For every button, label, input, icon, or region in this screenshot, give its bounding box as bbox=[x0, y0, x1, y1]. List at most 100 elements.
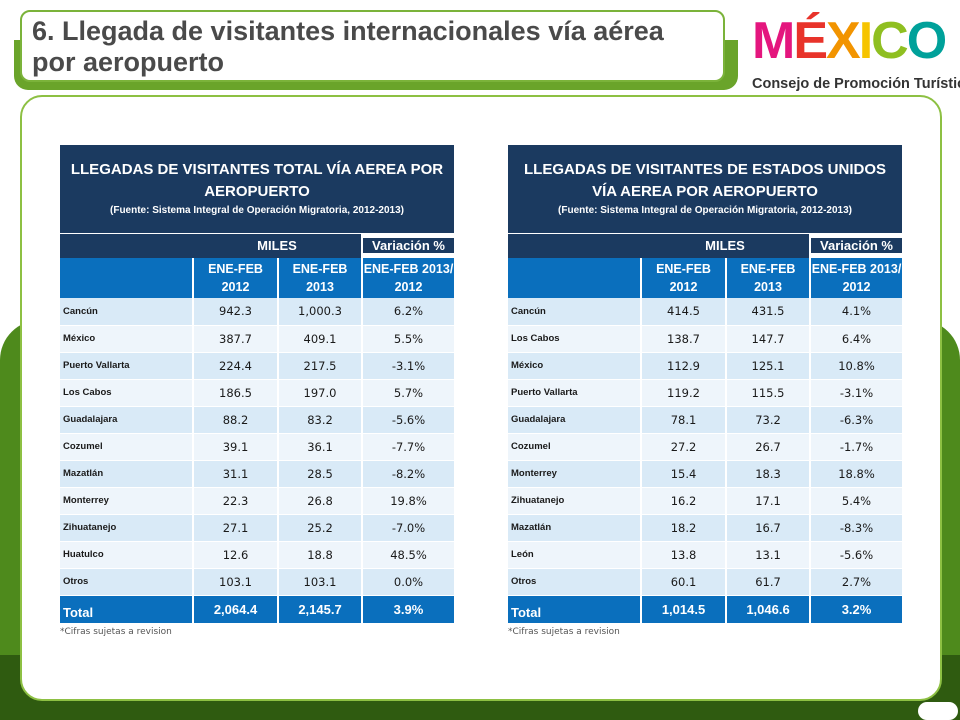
airport-name: Cozumel bbox=[60, 433, 193, 461]
airport-name: Monterrey bbox=[508, 460, 641, 488]
table-header: LLEGADAS DE VISITANTES DE ESTADOS UNIDOS… bbox=[508, 145, 903, 233]
value-2012: 414.5 bbox=[640, 298, 726, 326]
table-total: LLEGADAS DE VISITANTES TOTAL VÍA AEREA P… bbox=[60, 145, 454, 623]
header-blank bbox=[508, 232, 641, 258]
header-blank bbox=[508, 258, 641, 298]
table-note: *Cifras sujetas a revision bbox=[508, 627, 620, 637]
logo-wordmark: MÉXICO bbox=[752, 14, 956, 70]
table-row: México 387.7 409.1 5.5% bbox=[60, 325, 454, 353]
header-col-variation: ENE-FEB 2013/ 2012 bbox=[361, 258, 454, 298]
table-row: Cancún 942.3 1,000.3 6.2% bbox=[60, 298, 454, 326]
table-header: LLEGADAS DE VISITANTES TOTAL VÍA AEREA P… bbox=[60, 145, 454, 233]
value-2013: 18.8 bbox=[277, 541, 362, 569]
variation-value: 2.7% bbox=[808, 568, 903, 596]
table-row: Guadalajara 78.1 73.2 -6.3% bbox=[508, 406, 903, 434]
airport-name: Guadalajara bbox=[508, 406, 641, 434]
value-2013: 125.1 bbox=[725, 352, 810, 380]
header-miles: MILES bbox=[193, 232, 362, 258]
variation-value: 4.1% bbox=[808, 298, 903, 326]
value-2012: 22.3 bbox=[192, 487, 278, 515]
table-row: Puerto Vallarta 119.2 115.5 -3.1% bbox=[508, 379, 903, 407]
value-2012: 103.1 bbox=[192, 568, 278, 596]
variation-value: -6.3% bbox=[808, 406, 903, 434]
table-row: Otros 103.1 103.1 0.0% bbox=[60, 568, 454, 596]
table-row: León 13.8 13.1 -5.6% bbox=[508, 541, 903, 569]
value-2012: 387.7 bbox=[192, 325, 278, 353]
total-row: Total 2,064.4 2,145.7 3.9% bbox=[60, 595, 454, 623]
content-panel: LLEGADAS DE VISITANTES TOTAL VÍA AEREA P… bbox=[20, 95, 942, 701]
airport-name: Cancún bbox=[60, 298, 193, 326]
variation-value: -8.3% bbox=[808, 514, 903, 542]
value-2013: 197.0 bbox=[277, 379, 362, 407]
value-2013: 217.5 bbox=[277, 352, 362, 380]
total-row: Total 1,014.5 1,046.6 3.2% bbox=[508, 595, 903, 623]
table-row: Cancún 414.5 431.5 4.1% bbox=[508, 298, 903, 326]
table-row: Puerto Vallarta 224.4 217.5 -3.1% bbox=[60, 352, 454, 380]
value-2013: 61.7 bbox=[725, 568, 810, 596]
table-row: Otros 60.1 61.7 2.7% bbox=[508, 568, 903, 596]
value-2013: 26.7 bbox=[725, 433, 810, 461]
value-2012: 27.2 bbox=[640, 433, 726, 461]
value-2012: 12.6 bbox=[192, 541, 278, 569]
value-2013: 115.5 bbox=[725, 379, 810, 407]
table-row: Cozumel 27.2 26.7 -1.7% bbox=[508, 433, 903, 461]
total-2013: 2,145.7 bbox=[277, 595, 362, 623]
variation-value: 6.2% bbox=[361, 298, 454, 326]
value-2013: 28.5 bbox=[277, 460, 362, 488]
variation-value: 5.4% bbox=[808, 487, 903, 515]
table-row: México 112.9 125.1 10.8% bbox=[508, 352, 903, 380]
airport-name: Huatulco bbox=[60, 541, 193, 569]
variation-value: -1.7% bbox=[808, 433, 903, 461]
value-2013: 26.8 bbox=[277, 487, 362, 515]
table-row: Mazatlán 18.2 16.7 -8.3% bbox=[508, 514, 903, 542]
mexico-logo: MÉXICO Consejo de Promoción Turística bbox=[752, 14, 960, 94]
airport-name: Mazatlán bbox=[508, 514, 641, 542]
airport-name: Guadalajara bbox=[60, 406, 193, 434]
table-usa: LLEGADAS DE VISITANTES DE ESTADOS UNIDOS… bbox=[508, 145, 903, 623]
airport-name: Zihuatanejo bbox=[508, 487, 641, 515]
logo-letter-x: X bbox=[826, 12, 861, 70]
value-2012: 39.1 bbox=[192, 433, 278, 461]
variation-value: -7.0% bbox=[361, 514, 454, 542]
value-2012: 78.1 bbox=[640, 406, 726, 434]
value-2013: 147.7 bbox=[725, 325, 810, 353]
value-2012: 224.4 bbox=[192, 352, 278, 380]
variation-value: 18.8% bbox=[808, 460, 903, 488]
variation-value: 5.5% bbox=[361, 325, 454, 353]
header-variacion: Variación % bbox=[808, 232, 903, 258]
table-title: LLEGADAS DE VISITANTES TOTAL VÍA AEREA P… bbox=[70, 160, 444, 200]
header-col-2013: ENE-FEB 2013 bbox=[277, 258, 362, 298]
logo-letter-c: C bbox=[871, 12, 909, 70]
value-2013: 1,000.3 bbox=[277, 298, 362, 326]
total-2013: 1,046.6 bbox=[725, 595, 810, 623]
variation-value: 0.0% bbox=[361, 568, 454, 596]
header-variacion: Variación % bbox=[361, 232, 454, 258]
value-2012: 16.2 bbox=[640, 487, 726, 515]
logo-letter-i: I bbox=[858, 12, 874, 70]
header-miles: MILES bbox=[641, 232, 810, 258]
value-2013: 13.1 bbox=[725, 541, 810, 569]
airport-name: Otros bbox=[60, 568, 193, 596]
airport-name: Los Cabos bbox=[60, 379, 193, 407]
variation-value: 48.5% bbox=[361, 541, 454, 569]
variation-value: -3.1% bbox=[808, 379, 903, 407]
value-2012: 18.2 bbox=[640, 514, 726, 542]
value-2012: 112.9 bbox=[640, 352, 726, 380]
airport-name: Mazatlán bbox=[60, 460, 193, 488]
table-source: (Fuente: Sistema Integral de Operación M… bbox=[558, 204, 852, 216]
header-col-2013: ENE-FEB 2013 bbox=[725, 258, 810, 298]
airport-name: Otros bbox=[508, 568, 641, 596]
total-variation: 3.2% bbox=[808, 595, 903, 623]
table-row: Los Cabos 138.7 147.7 6.4% bbox=[508, 325, 903, 353]
airport-name: Cozumel bbox=[508, 433, 641, 461]
value-2013: 16.7 bbox=[725, 514, 810, 542]
table-row: Cozumel 39.1 36.1 -7.7% bbox=[60, 433, 454, 461]
airport-name: Monterrey bbox=[60, 487, 193, 515]
header-col-variation: ENE-FEB 2013/ 2012 bbox=[808, 258, 903, 298]
variation-value: 5.7% bbox=[361, 379, 454, 407]
corner-decoration bbox=[918, 702, 958, 720]
value-2012: 60.1 bbox=[640, 568, 726, 596]
variation-value: -5.6% bbox=[808, 541, 903, 569]
variation-value: 19.8% bbox=[361, 487, 454, 515]
header-blank bbox=[60, 232, 193, 258]
